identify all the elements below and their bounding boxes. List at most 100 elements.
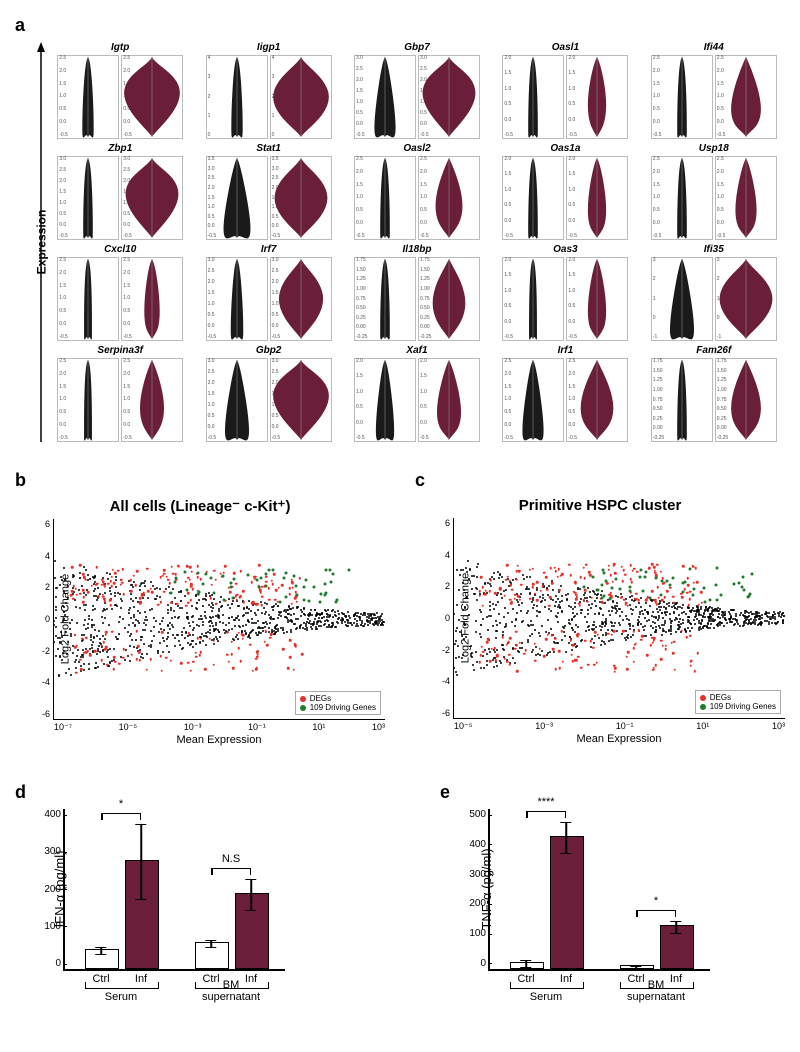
violin-inf: 01234 bbox=[270, 55, 332, 139]
expression-arrow-icon bbox=[37, 42, 45, 442]
gene-name: Zbp1 bbox=[108, 143, 132, 154]
panel-e-label: e bbox=[440, 782, 785, 803]
violin-cell: Irf7 -0.50.00.51.01.52.02.53.0 -0.50.00.5… bbox=[197, 244, 339, 341]
violin-ctrl: -0.50.00.51.01.52.0 bbox=[354, 358, 416, 442]
violin-cell: Irf1-0.50.00.51.01.52.02.5 -0.50.00.51.0… bbox=[494, 345, 636, 442]
violin-ctrl: -0.50.00.51.01.52.02.5 bbox=[57, 55, 119, 139]
violin-cell: Oasl1 -0.50.00.51.01.52.0 -0.50.00.51.01.… bbox=[494, 42, 636, 139]
violin-ctrl: -0.50.00.51.01.52.02.5 bbox=[57, 257, 119, 341]
gene-name: Xaf1 bbox=[406, 345, 427, 356]
bar-e-yticks: 5004003002001000 bbox=[460, 809, 486, 969]
violin-inf: -0.250.000.250.500.751.001.251.501.75 bbox=[715, 358, 777, 442]
bar-plot-d: IFN-α (pg/ml) 4003002001000 CtrlInfSerum… bbox=[63, 809, 285, 971]
scatter-b-yticks: 6420-2-4-6 bbox=[32, 519, 50, 719]
violin-cell: Il18bp -0.250.000.250.500.751.001.251.501… bbox=[346, 244, 488, 341]
violin-cell: Stat1 -0.50.00.51.01.52.02.53.03.5 -0.50.… bbox=[197, 143, 339, 240]
gene-name: Oas1a bbox=[550, 143, 580, 154]
violin-inf: -0.50.00.51.01.52.02.53.0 bbox=[270, 358, 332, 442]
scatter-c-yticks: 6420-2-4-6 bbox=[432, 518, 450, 718]
violin-ctrl: -0.50.00.51.01.52.0 bbox=[502, 156, 564, 240]
violin-inf: -0.50.00.51.01.52.02.53.0 bbox=[270, 257, 332, 341]
scatter-plot-b: Log2 Fold Change 6420-2-4-6 10⁻⁷10⁻⁵10⁻³… bbox=[53, 519, 385, 720]
violin-cell: Serpina3f-0.50.00.51.01.52.02.5 -0.50.00… bbox=[49, 345, 191, 442]
gene-name: Iigp1 bbox=[257, 42, 280, 53]
bar bbox=[550, 836, 584, 969]
violin-inf: -10123 bbox=[715, 257, 777, 341]
violin-ctrl: -10123 bbox=[651, 257, 713, 341]
violin-inf: -0.50.00.51.01.52.02.5 bbox=[121, 257, 183, 341]
violin-cell: Oas1a -0.50.00.51.01.52.0 -0.50.00.51.01.… bbox=[494, 143, 636, 240]
violin-cell: Oasl2 -0.50.00.51.01.52.02.5 -0.50.00.51.… bbox=[346, 143, 488, 240]
bar-d-yticks: 4003002001000 bbox=[35, 809, 61, 969]
scatter-c-xticks: 10⁻⁵10⁻³10⁻¹10¹10³ bbox=[454, 721, 785, 732]
violin-ctrl: -0.50.00.51.01.52.02.5 bbox=[57, 358, 119, 442]
panel-c: c Primitive HSPC cluster Log2 Fold Chang… bbox=[415, 470, 785, 746]
violin-cell: Usp18-0.50.00.51.01.52.02.5 -0.50.00.51.… bbox=[643, 143, 785, 240]
violin-ctrl: -0.50.00.51.01.52.02.53.0 bbox=[57, 156, 119, 240]
violin-inf: -0.50.00.51.01.52.02.5 bbox=[715, 156, 777, 240]
violin-cell: Gbp2 -0.50.00.51.01.52.02.53.0 -0.50.00.5… bbox=[197, 345, 339, 442]
gene-name: Igtp bbox=[111, 42, 129, 53]
violin-ctrl: -0.50.00.51.01.52.02.5 bbox=[354, 156, 416, 240]
violin-inf: -0.50.00.51.01.52.02.5 bbox=[715, 55, 777, 139]
violin-ctrl: -0.50.00.51.01.52.02.5 bbox=[651, 156, 713, 240]
violin-inf: -0.50.00.51.01.52.02.5 bbox=[121, 55, 183, 139]
gene-name: Serpina3f bbox=[97, 345, 143, 356]
scatter-c-ylabel: Log2 Fold Change bbox=[459, 573, 471, 664]
scatter-b-legend: DEGs109 Driving Genes bbox=[295, 691, 381, 715]
violin-ctrl: -0.50.00.51.01.52.02.5 bbox=[502, 358, 564, 442]
violin-inf: -0.50.00.51.01.52.02.53.0 bbox=[121, 156, 183, 240]
violin-inf: -0.50.00.51.01.52.0 bbox=[566, 257, 628, 341]
violin-cell: Ifi44-0.50.00.51.01.52.02.5 -0.50.00.51.… bbox=[643, 42, 785, 139]
violin-ctrl: -0.250.000.250.500.751.001.251.501.75 bbox=[651, 358, 713, 442]
scatter-c-xlabel: Mean Expression bbox=[453, 733, 785, 745]
gene-name: Stat1 bbox=[256, 143, 280, 154]
violin-ctrl: -0.50.00.51.01.52.02.5 bbox=[651, 55, 713, 139]
violin-cell: Cxcl10-0.50.00.51.01.52.02.5 -0.50.00.51… bbox=[49, 244, 191, 341]
panel-c-title: Primitive HSPC cluster bbox=[415, 497, 785, 514]
gene-name: Gbp7 bbox=[404, 42, 430, 53]
bar-plot-e: TNF-α (pg/ml) 5004003002001000 CtrlInfSe… bbox=[488, 809, 710, 971]
scatter-c-legend: DEGs109 Driving Genes bbox=[695, 690, 781, 714]
scatter-b-xticks: 10⁻⁷10⁻⁵10⁻³10⁻¹10¹10³ bbox=[54, 722, 385, 733]
gene-name: Irf7 bbox=[261, 244, 277, 255]
violin-ctrl: -0.50.00.51.01.52.02.53.03.5 bbox=[206, 156, 268, 240]
violin-cell: Zbp1 -0.50.00.51.01.52.02.53.0 -0.50.00.5… bbox=[49, 143, 191, 240]
violin-cell: Gbp7 -0.50.00.51.01.52.02.53.0 -0.50.00.5… bbox=[346, 42, 488, 139]
violin-cell: Ifi35 -10123 -10123 bbox=[643, 244, 785, 341]
violin-inf: -0.50.00.51.01.52.0 bbox=[566, 55, 628, 139]
violin-inf: -0.50.00.51.01.52.02.53.03.5 bbox=[270, 156, 332, 240]
violin-inf: -0.50.00.51.01.52.0 bbox=[566, 156, 628, 240]
scatter-b-xlabel: Mean Expression bbox=[53, 734, 385, 746]
violin-ctrl: 01234 bbox=[206, 55, 268, 139]
gene-name: Oas3 bbox=[553, 244, 577, 255]
violin-inf: -0.50.00.51.01.52.02.5 bbox=[418, 156, 480, 240]
panel-a-label: a bbox=[15, 15, 785, 36]
scatter-plot-c: Log2 Fold Change 6420-2-4-6 10⁻⁵10⁻³10⁻¹… bbox=[453, 518, 785, 719]
gene-name: Oasl1 bbox=[552, 42, 579, 53]
gene-name: Oasl2 bbox=[403, 143, 430, 154]
violin-cell: Oas3-0.50.00.51.01.52.0 -0.50.00.51.01.5… bbox=[494, 244, 636, 341]
gene-name: Fam26f bbox=[696, 345, 731, 356]
violin-ctrl: -0.50.00.51.01.52.02.53.0 bbox=[354, 55, 416, 139]
panel-a: Expression Igtp-0.50.00.51.01.52.02.5 -0… bbox=[15, 42, 785, 442]
gene-name: Il18bp bbox=[403, 244, 432, 255]
gene-name: Ifi35 bbox=[704, 244, 724, 255]
gene-name: Gbp2 bbox=[256, 345, 282, 356]
violin-ctrl: -0.50.00.51.01.52.02.53.0 bbox=[206, 257, 268, 341]
violin-ctrl: -0.50.00.51.01.52.0 bbox=[502, 55, 564, 139]
panel-c-label: c bbox=[415, 470, 785, 491]
bar bbox=[85, 949, 119, 969]
violin-grid: Igtp -0.50.00.51.01.52.02.5 -0.50.00.51.0… bbox=[49, 42, 785, 442]
panel-d-label: d bbox=[15, 782, 360, 803]
violin-cell: Iigp1 01234 01234 bbox=[197, 42, 339, 139]
gene-name: Irf1 bbox=[558, 345, 574, 356]
violin-ctrl: -0.250.000.250.500.751.001.251.501.75 bbox=[354, 257, 416, 341]
violin-inf: -0.50.00.51.01.52.02.53.0 bbox=[418, 55, 480, 139]
panel-b-label: b bbox=[15, 470, 385, 491]
bar bbox=[235, 893, 269, 969]
violin-inf: -0.250.000.250.500.751.001.251.501.75 bbox=[418, 257, 480, 341]
panel-d: d IFN-α (pg/ml) 4003002001000 CtrlInfSer… bbox=[15, 782, 360, 971]
panel-e: e TNF-α (pg/ml) 5004003002001000 CtrlInf… bbox=[440, 782, 785, 971]
violin-ctrl: -0.50.00.51.01.52.02.53.0 bbox=[206, 358, 268, 442]
